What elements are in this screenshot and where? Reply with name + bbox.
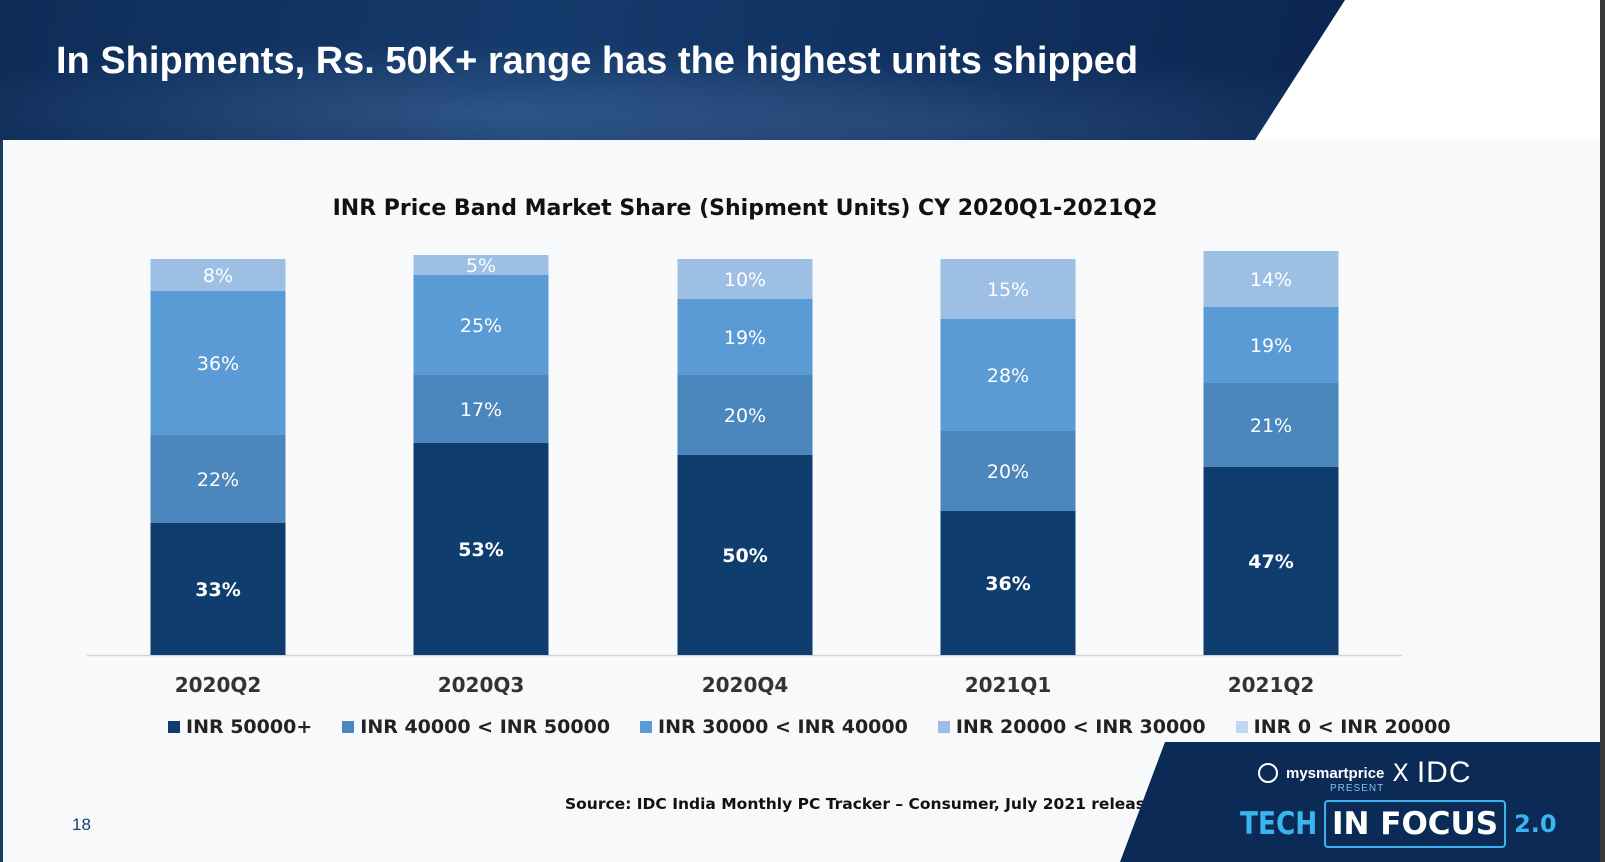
legend-label: INR 30000 < INR 40000 <box>658 716 908 738</box>
data-label: 36% <box>985 573 1030 595</box>
frame-edge <box>0 0 3 862</box>
bar-segment <box>150 435 286 523</box>
data-label: 10% <box>724 269 766 291</box>
data-label: 19% <box>724 327 766 349</box>
data-label: 21% <box>1250 415 1292 437</box>
data-label: 25% <box>460 315 502 337</box>
bar-segment <box>413 375 549 443</box>
data-label: 47% <box>1248 551 1293 573</box>
bar-segment <box>413 443 549 655</box>
legend-swatch <box>168 721 180 733</box>
bar-segment <box>150 291 286 435</box>
bar-segment <box>1203 467 1339 655</box>
x-tick-label: 2020Q4 <box>702 673 789 697</box>
data-label: 8% <box>203 265 233 287</box>
in-focus-word: IN FOCUS <box>1324 800 1507 848</box>
legend-label: INR 0 < INR 20000 <box>1253 716 1451 738</box>
bar-segment <box>413 275 549 375</box>
x-tick-label: 2021Q2 <box>1228 673 1315 697</box>
data-label: 53% <box>458 539 503 561</box>
brand-present-label: PRESENT <box>1330 783 1385 794</box>
data-label: 14% <box>1250 269 1292 291</box>
bar-segment <box>150 523 286 655</box>
x-tick-label: 2020Q2 <box>175 673 262 697</box>
x-tick-label: 2020Q3 <box>438 673 525 697</box>
bar-segment <box>940 431 1076 511</box>
legend-item: INR 30000 < INR 40000 <box>640 716 908 738</box>
tech-word: TECH <box>1240 806 1318 842</box>
bar-segment <box>413 255 549 275</box>
bar-segment <box>940 259 1076 319</box>
data-label: 50% <box>722 545 767 567</box>
legend-item: INR 40000 < INR 50000 <box>342 716 610 738</box>
bar-segment <box>940 319 1076 431</box>
legend-swatch <box>640 721 653 733</box>
data-label: 36% <box>197 353 239 375</box>
source-note: Source: IDC India Monthly PC Tracker – C… <box>565 795 1156 813</box>
bar-segment <box>150 259 286 291</box>
data-label: 19% <box>1250 335 1292 357</box>
mysmartprice-logo: mysmartprice <box>1286 764 1385 782</box>
bar-segment <box>940 511 1076 655</box>
legend-label: INR 50000+ <box>186 716 313 738</box>
slide-title: In Shipments, Rs. 50K+ range has the hig… <box>56 40 1139 82</box>
legend-swatch <box>937 721 950 733</box>
legend-item: INR 20000 < INR 30000 <box>937 716 1206 738</box>
bar-segment <box>677 455 813 655</box>
data-label: 20% <box>724 405 766 427</box>
data-label: 17% <box>460 399 502 421</box>
x-tick-label: 2021Q1 <box>965 673 1052 697</box>
mysmartprice-logo-icon <box>1258 763 1278 783</box>
data-label: 22% <box>197 469 239 491</box>
bar-segment <box>1203 307 1339 383</box>
legend-swatch <box>1235 721 1248 733</box>
data-label: 28% <box>987 365 1029 387</box>
data-label: 33% <box>195 579 240 601</box>
page-number: 18 <box>72 815 91 834</box>
version-word: 2.0 <box>1514 810 1557 838</box>
legend-item: INR 50000+ <box>168 716 312 738</box>
brand-separator: X <box>1392 759 1409 787</box>
brand-line: mysmartprice X IDC <box>1258 756 1472 790</box>
chart-legend: INR 50000+ INR 40000 < INR 50000 INR 30000… <box>168 716 1451 738</box>
legend-label: INR 40000 < INR 50000 <box>360 716 611 738</box>
bar-segment <box>1203 383 1339 467</box>
window-edge <box>1600 0 1605 862</box>
data-label: 5% <box>466 255 496 277</box>
idc-logo: IDC <box>1416 756 1472 789</box>
branding-panel <box>1120 742 1605 862</box>
legend-item: INR 0 < INR 20000 <box>1235 716 1451 738</box>
data-label: 20% <box>987 461 1029 483</box>
bar-segment <box>1203 251 1339 307</box>
tech-in-focus-logo: TECH IN FOCUS 2.0 <box>1240 800 1557 848</box>
bar-segment <box>677 259 813 299</box>
header-banner <box>0 0 1345 140</box>
bar-segment <box>677 299 813 375</box>
legend-swatch <box>342 721 355 733</box>
chart-title: INR Price Band Market Share (Shipment Un… <box>332 196 1158 221</box>
legend-label: INR 20000 < INR 30000 <box>955 716 1206 738</box>
data-label: 15% <box>987 279 1029 301</box>
bar-segment <box>677 375 813 455</box>
